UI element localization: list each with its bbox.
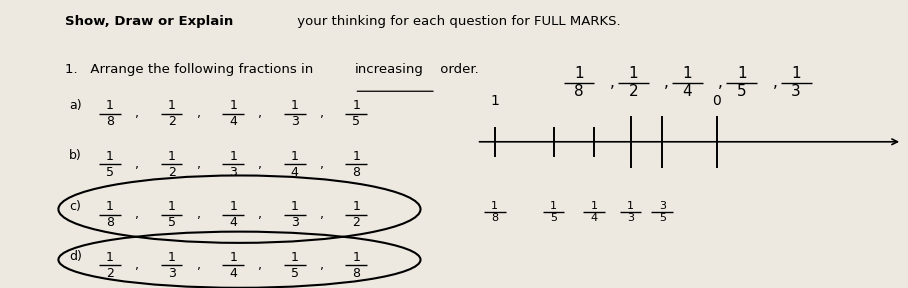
Text: 1: 1 bbox=[229, 251, 237, 264]
Text: ,: , bbox=[609, 75, 615, 90]
Text: 1: 1 bbox=[352, 150, 360, 163]
Text: 5: 5 bbox=[550, 213, 558, 223]
Text: 5: 5 bbox=[106, 166, 114, 179]
Text: b): b) bbox=[69, 149, 82, 162]
Text: 5: 5 bbox=[168, 216, 175, 229]
Text: 1: 1 bbox=[229, 200, 237, 213]
Text: ,: , bbox=[197, 259, 201, 272]
Text: 3: 3 bbox=[627, 213, 634, 223]
Text: ,: , bbox=[197, 208, 201, 221]
Text: ,: , bbox=[320, 259, 324, 272]
Text: 1: 1 bbox=[591, 200, 597, 211]
Text: ,: , bbox=[718, 75, 723, 90]
Text: 1: 1 bbox=[737, 67, 746, 82]
Text: 4: 4 bbox=[229, 115, 237, 128]
Text: ,: , bbox=[135, 259, 139, 272]
Text: 3: 3 bbox=[658, 200, 666, 211]
Text: 2: 2 bbox=[168, 115, 175, 128]
Text: order.: order. bbox=[436, 63, 479, 76]
Text: 8: 8 bbox=[352, 267, 360, 280]
Text: your thinking for each question for FULL MARKS.: your thinking for each question for FULL… bbox=[293, 16, 620, 29]
Text: 5: 5 bbox=[291, 267, 299, 280]
Text: 4: 4 bbox=[591, 213, 597, 223]
Text: Show, Draw or Explain: Show, Draw or Explain bbox=[64, 16, 233, 29]
Text: ,: , bbox=[259, 208, 262, 221]
Text: ,: , bbox=[773, 75, 777, 90]
Text: 1: 1 bbox=[352, 99, 360, 112]
Text: 2: 2 bbox=[168, 166, 175, 179]
Text: 2: 2 bbox=[352, 216, 360, 229]
Text: 1: 1 bbox=[291, 200, 299, 213]
Text: 8: 8 bbox=[106, 216, 114, 229]
Text: 4: 4 bbox=[229, 216, 237, 229]
Text: 1: 1 bbox=[683, 67, 693, 82]
Text: 8: 8 bbox=[106, 115, 114, 128]
Text: 1.   Arrange the following fractions in: 1. Arrange the following fractions in bbox=[64, 63, 317, 76]
Text: 3: 3 bbox=[291, 216, 299, 229]
Text: d): d) bbox=[69, 250, 82, 264]
Text: 2: 2 bbox=[106, 267, 114, 280]
Text: a): a) bbox=[69, 99, 82, 112]
Text: 1: 1 bbox=[628, 67, 638, 82]
Text: ,: , bbox=[320, 158, 324, 171]
Text: 1: 1 bbox=[229, 150, 237, 163]
Text: 1: 1 bbox=[291, 251, 299, 264]
Text: increasing: increasing bbox=[354, 63, 423, 76]
Text: 5: 5 bbox=[737, 84, 746, 99]
Text: ,: , bbox=[135, 107, 139, 120]
Text: 4: 4 bbox=[291, 166, 299, 179]
Text: 1: 1 bbox=[168, 251, 175, 264]
Text: 1: 1 bbox=[490, 94, 499, 108]
Text: 1: 1 bbox=[550, 200, 558, 211]
Text: 4: 4 bbox=[229, 267, 237, 280]
Text: 1: 1 bbox=[106, 150, 114, 163]
Text: 1: 1 bbox=[106, 200, 114, 213]
Text: ,: , bbox=[135, 208, 139, 221]
Text: 1: 1 bbox=[352, 200, 360, 213]
Text: 5: 5 bbox=[352, 115, 360, 128]
Text: 1: 1 bbox=[168, 200, 175, 213]
Text: 3: 3 bbox=[791, 84, 801, 99]
Text: 4: 4 bbox=[683, 84, 693, 99]
Text: 3: 3 bbox=[168, 267, 175, 280]
Text: 1: 1 bbox=[491, 200, 498, 211]
Text: ,: , bbox=[197, 107, 201, 120]
Text: 8: 8 bbox=[574, 84, 584, 99]
Text: ,: , bbox=[259, 259, 262, 272]
Text: 1: 1 bbox=[291, 99, 299, 112]
Text: ,: , bbox=[664, 75, 669, 90]
Text: 1: 1 bbox=[106, 251, 114, 264]
Text: ,: , bbox=[320, 208, 324, 221]
Text: ,: , bbox=[259, 158, 262, 171]
Text: 3: 3 bbox=[291, 115, 299, 128]
Text: 1: 1 bbox=[792, 67, 801, 82]
Text: ,: , bbox=[320, 107, 324, 120]
Text: 2: 2 bbox=[628, 84, 638, 99]
Text: 0: 0 bbox=[712, 94, 721, 108]
Text: ,: , bbox=[135, 158, 139, 171]
Text: 1: 1 bbox=[291, 150, 299, 163]
Text: 1: 1 bbox=[168, 150, 175, 163]
Text: 1: 1 bbox=[352, 251, 360, 264]
Text: 1: 1 bbox=[627, 200, 634, 211]
Text: 1: 1 bbox=[574, 67, 584, 82]
Text: 8: 8 bbox=[352, 166, 360, 179]
Text: 5: 5 bbox=[658, 213, 666, 223]
Text: 1: 1 bbox=[106, 99, 114, 112]
Text: 1: 1 bbox=[168, 99, 175, 112]
Text: 3: 3 bbox=[229, 166, 237, 179]
Text: ,: , bbox=[197, 158, 201, 171]
Text: 8: 8 bbox=[491, 213, 498, 223]
Text: 1: 1 bbox=[229, 99, 237, 112]
Text: c): c) bbox=[69, 200, 81, 213]
Text: ,: , bbox=[259, 107, 262, 120]
